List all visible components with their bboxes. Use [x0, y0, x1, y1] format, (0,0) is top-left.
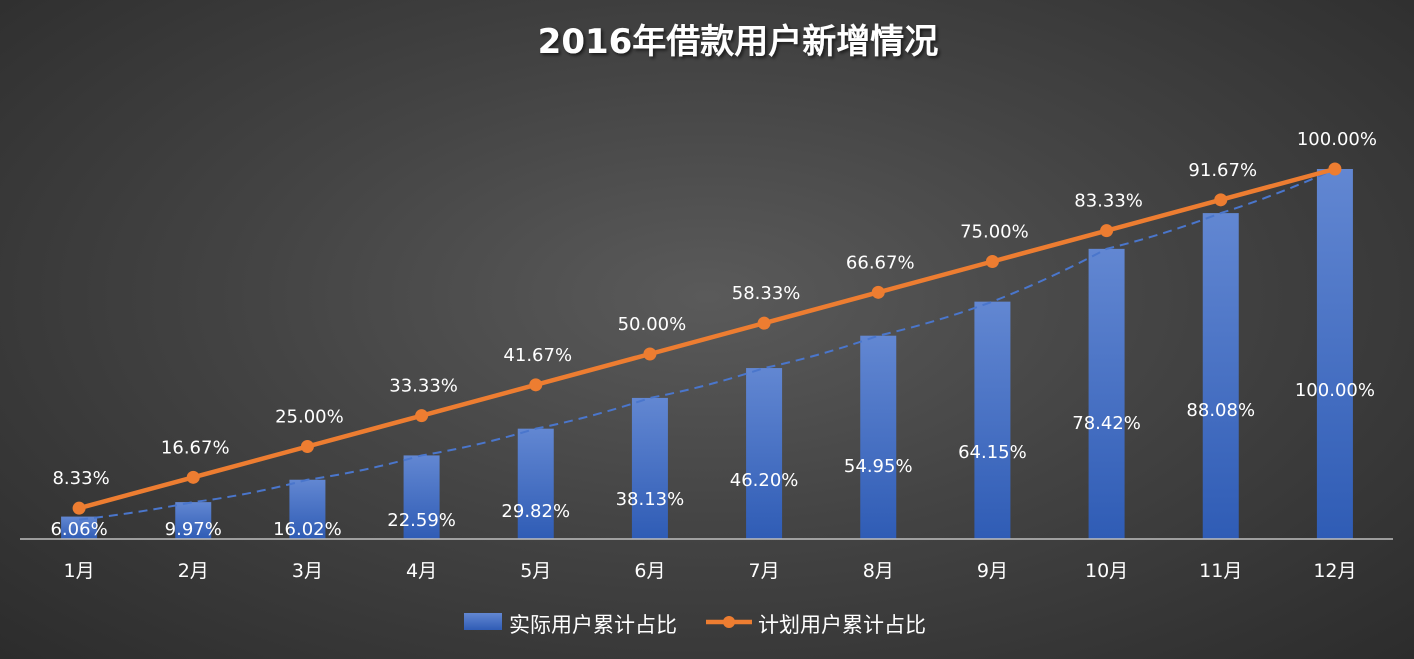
- plan-label-5: 41.67%: [503, 345, 572, 366]
- legend: 实际用户累计占比 计划用户累计占比: [464, 613, 926, 637]
- legend-line-label: 计划用户累计占比: [758, 613, 926, 637]
- bar-1: [61, 516, 98, 539]
- plan-label-1: 8.33%: [52, 468, 109, 489]
- plan-label-8: 66.67%: [846, 252, 915, 273]
- bar-10: [1088, 248, 1125, 539]
- plan-label-10: 83.33%: [1074, 191, 1143, 212]
- plan-label-12: 100.00%: [1297, 129, 1377, 150]
- legend-line-marker: [723, 616, 735, 628]
- plan-marker-4: [415, 409, 429, 423]
- bar-2: [175, 502, 212, 539]
- bar-label-5: 29.82%: [501, 501, 570, 522]
- x-tick-label-2: 2月: [178, 560, 209, 582]
- plan-markers-group: [72, 162, 1342, 515]
- bar-label-11: 88.08%: [1186, 400, 1255, 421]
- x-tick-label-12: 12月: [1313, 560, 1356, 582]
- bar-label-2: 9.97%: [165, 519, 222, 540]
- bar-4: [403, 455, 440, 539]
- plan-marker-3: [300, 440, 314, 453]
- bar-6: [631, 397, 668, 539]
- bar-8: [860, 335, 897, 539]
- x-tick-label-10: 10月: [1085, 560, 1128, 582]
- bar-label-4: 22.59%: [387, 510, 456, 531]
- bar-label-9: 64.15%: [958, 442, 1027, 463]
- plan-marker-1: [72, 501, 86, 515]
- plan-line: [78, 166, 1336, 511]
- plan-labels-group: 8.33% 16.67% 25.00% 33.33% 41.67% 50.00% 58.33…: [52, 129, 1376, 489]
- plan-marker-6: [643, 347, 657, 361]
- x-tick-label-7: 7月: [749, 560, 780, 582]
- legend-bar-label: 实际用户累计占比: [509, 613, 677, 637]
- plan-label-3: 25.00%: [275, 407, 344, 428]
- x-tick-label-8: 8月: [863, 560, 894, 582]
- x-tick-label-11: 11月: [1199, 560, 1242, 582]
- trendline: [78, 168, 1336, 521]
- plan-marker-11: [1214, 193, 1228, 207]
- bar-label-10: 78.42%: [1072, 413, 1141, 434]
- plan-marker-10: [1100, 224, 1114, 238]
- x-tick-label-3: 3月: [292, 560, 323, 582]
- plan-label-11: 91.67%: [1188, 160, 1257, 181]
- bar-label-3: 16.02%: [273, 519, 342, 540]
- plan-marker-8: [871, 285, 885, 299]
- plan-label-6: 50.00%: [618, 314, 687, 335]
- bar-9: [974, 301, 1011, 539]
- bar-label-8: 54.95%: [844, 456, 913, 477]
- plan-marker-12: [1328, 162, 1342, 176]
- plan-label-2: 16.67%: [161, 437, 230, 458]
- bars-group: [61, 169, 1353, 539]
- plan-marker-2: [186, 470, 200, 484]
- x-tick-label-6: 6月: [634, 560, 665, 582]
- x-tick-label-4: 4月: [406, 560, 437, 582]
- plan-marker-5: [529, 378, 543, 392]
- bar-12: [1316, 169, 1353, 539]
- chart-title: 2016年借款用户新增情况: [538, 22, 939, 62]
- plan-label-4: 33.33%: [389, 376, 458, 397]
- bar-3: [289, 479, 326, 539]
- bar-labels-group: 6.06% 9.97% 16.02% 22.59% 29.82% 38.13% 46.20%…: [50, 380, 1374, 540]
- bar-label-1: 6.06%: [50, 519, 107, 540]
- x-tick-labels-group: 1月 2月 3月 4月 5月 6月 7月 8月 9月 10月 11月 12月: [64, 560, 1357, 582]
- x-tick-label-1: 1月: [64, 560, 95, 582]
- x-tick-label-9: 9月: [977, 560, 1008, 582]
- bar-label-6: 38.13%: [616, 489, 685, 510]
- x-tick-label-5: 5月: [520, 560, 551, 582]
- bar-5: [517, 428, 554, 539]
- bar-label-7: 46.20%: [730, 470, 799, 491]
- plan-label-7: 58.33%: [732, 283, 801, 304]
- legend-bar-swatch: [464, 613, 502, 630]
- bar-11: [1202, 213, 1239, 539]
- bar-label-12: 100.00%: [1295, 380, 1375, 401]
- bar-7: [746, 368, 783, 539]
- plan-label-9: 75.00%: [960, 222, 1029, 243]
- plan-marker-9: [985, 255, 999, 268]
- plan-marker-7: [757, 316, 771, 330]
